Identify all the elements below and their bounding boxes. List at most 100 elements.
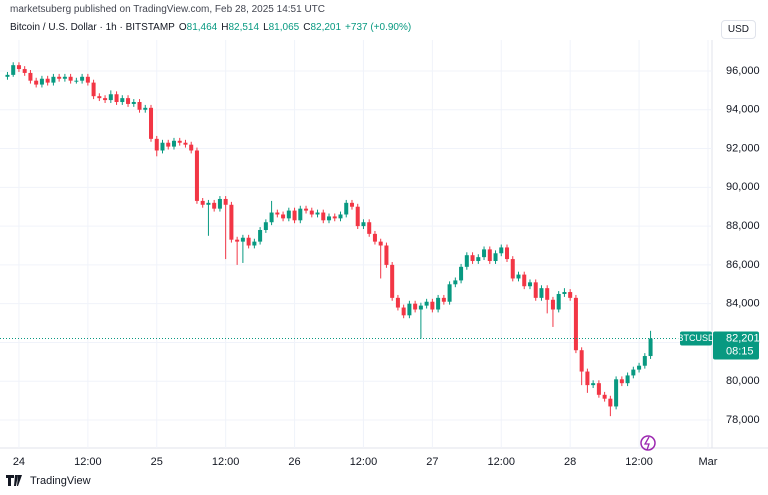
y-tick-label: 80,000	[726, 375, 760, 387]
candle-body	[149, 107, 154, 139]
ohlc: H82,514	[221, 22, 259, 33]
candle-body	[200, 200, 205, 205]
y-tick-label: 94,000	[726, 104, 760, 116]
candle-body	[367, 222, 372, 234]
candle-body	[378, 241, 383, 246]
candle-body	[275, 212, 280, 215]
candle-body	[637, 365, 642, 370]
candle-body	[344, 202, 349, 215]
candle-body	[487, 249, 492, 262]
candle-body	[315, 212, 320, 215]
candle-body	[459, 266, 464, 281]
candle-body	[171, 140, 176, 147]
candle-body	[395, 297, 400, 308]
candle-body	[258, 229, 263, 242]
y-tick-label: 84,000	[726, 298, 760, 310]
candle-body	[80, 76, 85, 81]
candle-body	[166, 142, 171, 147]
candle-body	[499, 247, 504, 254]
candle-body	[596, 383, 601, 395]
candle-body	[441, 297, 446, 302]
candle-body	[309, 210, 314, 215]
x-tick-label: 26	[288, 456, 300, 468]
candle-body	[545, 288, 550, 300]
candle-body	[568, 292, 573, 298]
ohlc-label: O	[178, 22, 187, 33]
candle-body	[591, 383, 596, 386]
x-tick-label: Mar	[699, 456, 718, 468]
candle-body	[34, 80, 39, 85]
x-tick-label: 27	[426, 456, 438, 468]
candle-body	[298, 208, 303, 221]
symbol-info: Bitcoin / U.S. Dollar · 1h · BITSTAMP O8…	[10, 22, 411, 33]
candle-body	[579, 350, 584, 372]
candle-body	[5, 74, 10, 77]
candle-body	[45, 78, 50, 83]
candle-body	[143, 107, 148, 110]
candle-body	[217, 198, 222, 209]
currency-button[interactable]: USD	[720, 20, 756, 39]
candle-body	[16, 65, 21, 70]
candle-body	[464, 255, 469, 267]
candle-body	[223, 198, 228, 205]
candle-body	[436, 297, 441, 310]
ohlc: L81,065	[263, 22, 299, 33]
candle-body	[103, 98, 108, 101]
candle-body	[235, 239, 240, 242]
candle-body	[62, 76, 67, 79]
candle-body	[240, 237, 245, 242]
candle-body	[281, 214, 286, 219]
candle-body	[39, 78, 44, 85]
x-tick-label: 25	[151, 456, 163, 468]
candle-body	[550, 299, 555, 310]
y-tick-label: 96,000	[726, 65, 760, 77]
price-tag	[713, 331, 759, 360]
ohlc-value: 82,514	[228, 22, 260, 33]
candle-body	[22, 69, 27, 73]
candle-body	[522, 274, 527, 287]
candle-body	[206, 202, 211, 205]
candle-body	[384, 245, 389, 265]
candle-body	[407, 303, 412, 316]
candle-body	[321, 212, 326, 221]
replay-icon[interactable]	[640, 435, 656, 451]
candle-body	[625, 375, 630, 384]
candle-body	[160, 142, 165, 151]
candle-body	[177, 140, 182, 143]
candle-body	[97, 96, 102, 99]
candle-body	[327, 216, 332, 221]
symbol-tag	[680, 331, 712, 346]
candle-body	[413, 303, 418, 310]
candle-body	[470, 255, 475, 262]
candle-body	[212, 202, 217, 209]
candle-body	[85, 76, 90, 83]
title: Bitcoin / U.S. Dollar · 1h · BITSTAMP	[10, 22, 175, 33]
candle-body	[11, 65, 16, 75]
candle-body	[476, 257, 481, 262]
candle-body	[533, 282, 538, 298]
ohlc: C82,201	[303, 22, 341, 33]
candle-body	[131, 102, 136, 104]
footer: TradingView	[6, 475, 91, 487]
x-tick-label: 28	[564, 456, 576, 468]
candle-body	[573, 297, 578, 351]
candle-body	[194, 150, 199, 201]
candle-body	[556, 293, 561, 310]
candle-body	[361, 222, 366, 227]
ohlc: O81,464	[179, 22, 217, 33]
candle-body	[614, 379, 619, 407]
candle-body	[585, 371, 590, 386]
candle-body	[229, 204, 234, 240]
candle-body	[154, 138, 159, 151]
candle-body	[527, 282, 532, 287]
candle-body	[28, 72, 33, 81]
candle-body	[108, 94, 113, 101]
x-tick-label: 12:00	[350, 456, 378, 468]
candle-body	[505, 247, 510, 260]
replay-icon-bolt	[643, 436, 650, 451]
candle-body	[516, 274, 521, 279]
candle-body	[631, 369, 636, 376]
candle-body	[355, 206, 360, 227]
x-tick-label: 12:00	[74, 456, 102, 468]
